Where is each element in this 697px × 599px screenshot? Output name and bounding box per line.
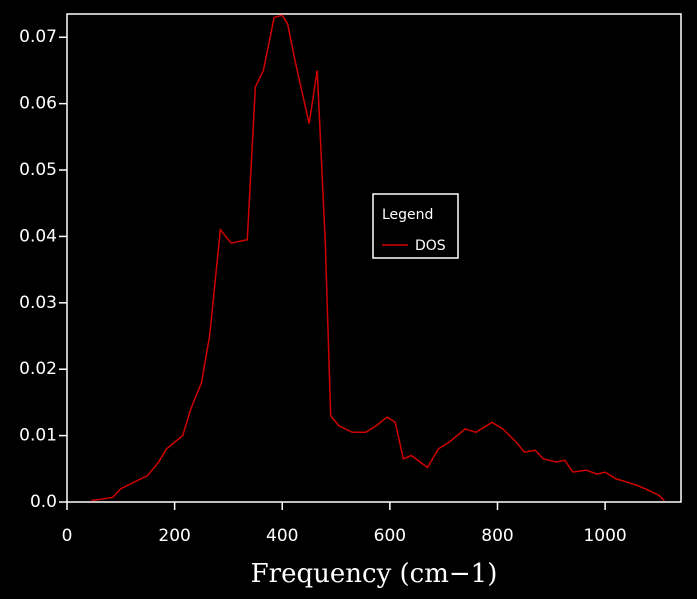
y-tick-label: 0.02 <box>19 359 57 379</box>
data-line <box>91 14 665 502</box>
y-tick-label: 0.06 <box>19 94 57 114</box>
x-tick-label: 600 <box>374 526 406 546</box>
x-tick-label: 200 <box>158 526 190 546</box>
x-tick-label: 400 <box>266 526 298 546</box>
x-tick-label: 800 <box>481 526 513 546</box>
legend-box <box>372 193 459 259</box>
y-tick-label: 0.05 <box>19 160 57 180</box>
x-axis-label: Frequency (cm−1) <box>251 559 498 589</box>
y-tick-label: 0.07 <box>19 27 57 47</box>
y-tick-label: 0.01 <box>19 426 57 446</box>
y-tick-label: 0.0 <box>30 492 57 512</box>
legend-label: DOS <box>415 238 446 254</box>
y-tick-label: 0.03 <box>19 293 57 313</box>
x-tick-label: 0 <box>62 526 73 546</box>
legend-title: Legend <box>382 207 433 223</box>
plot-frame <box>66 13 682 503</box>
y-tick-label: 0.04 <box>19 226 57 246</box>
x-tick-label: 1000 <box>583 526 626 546</box>
